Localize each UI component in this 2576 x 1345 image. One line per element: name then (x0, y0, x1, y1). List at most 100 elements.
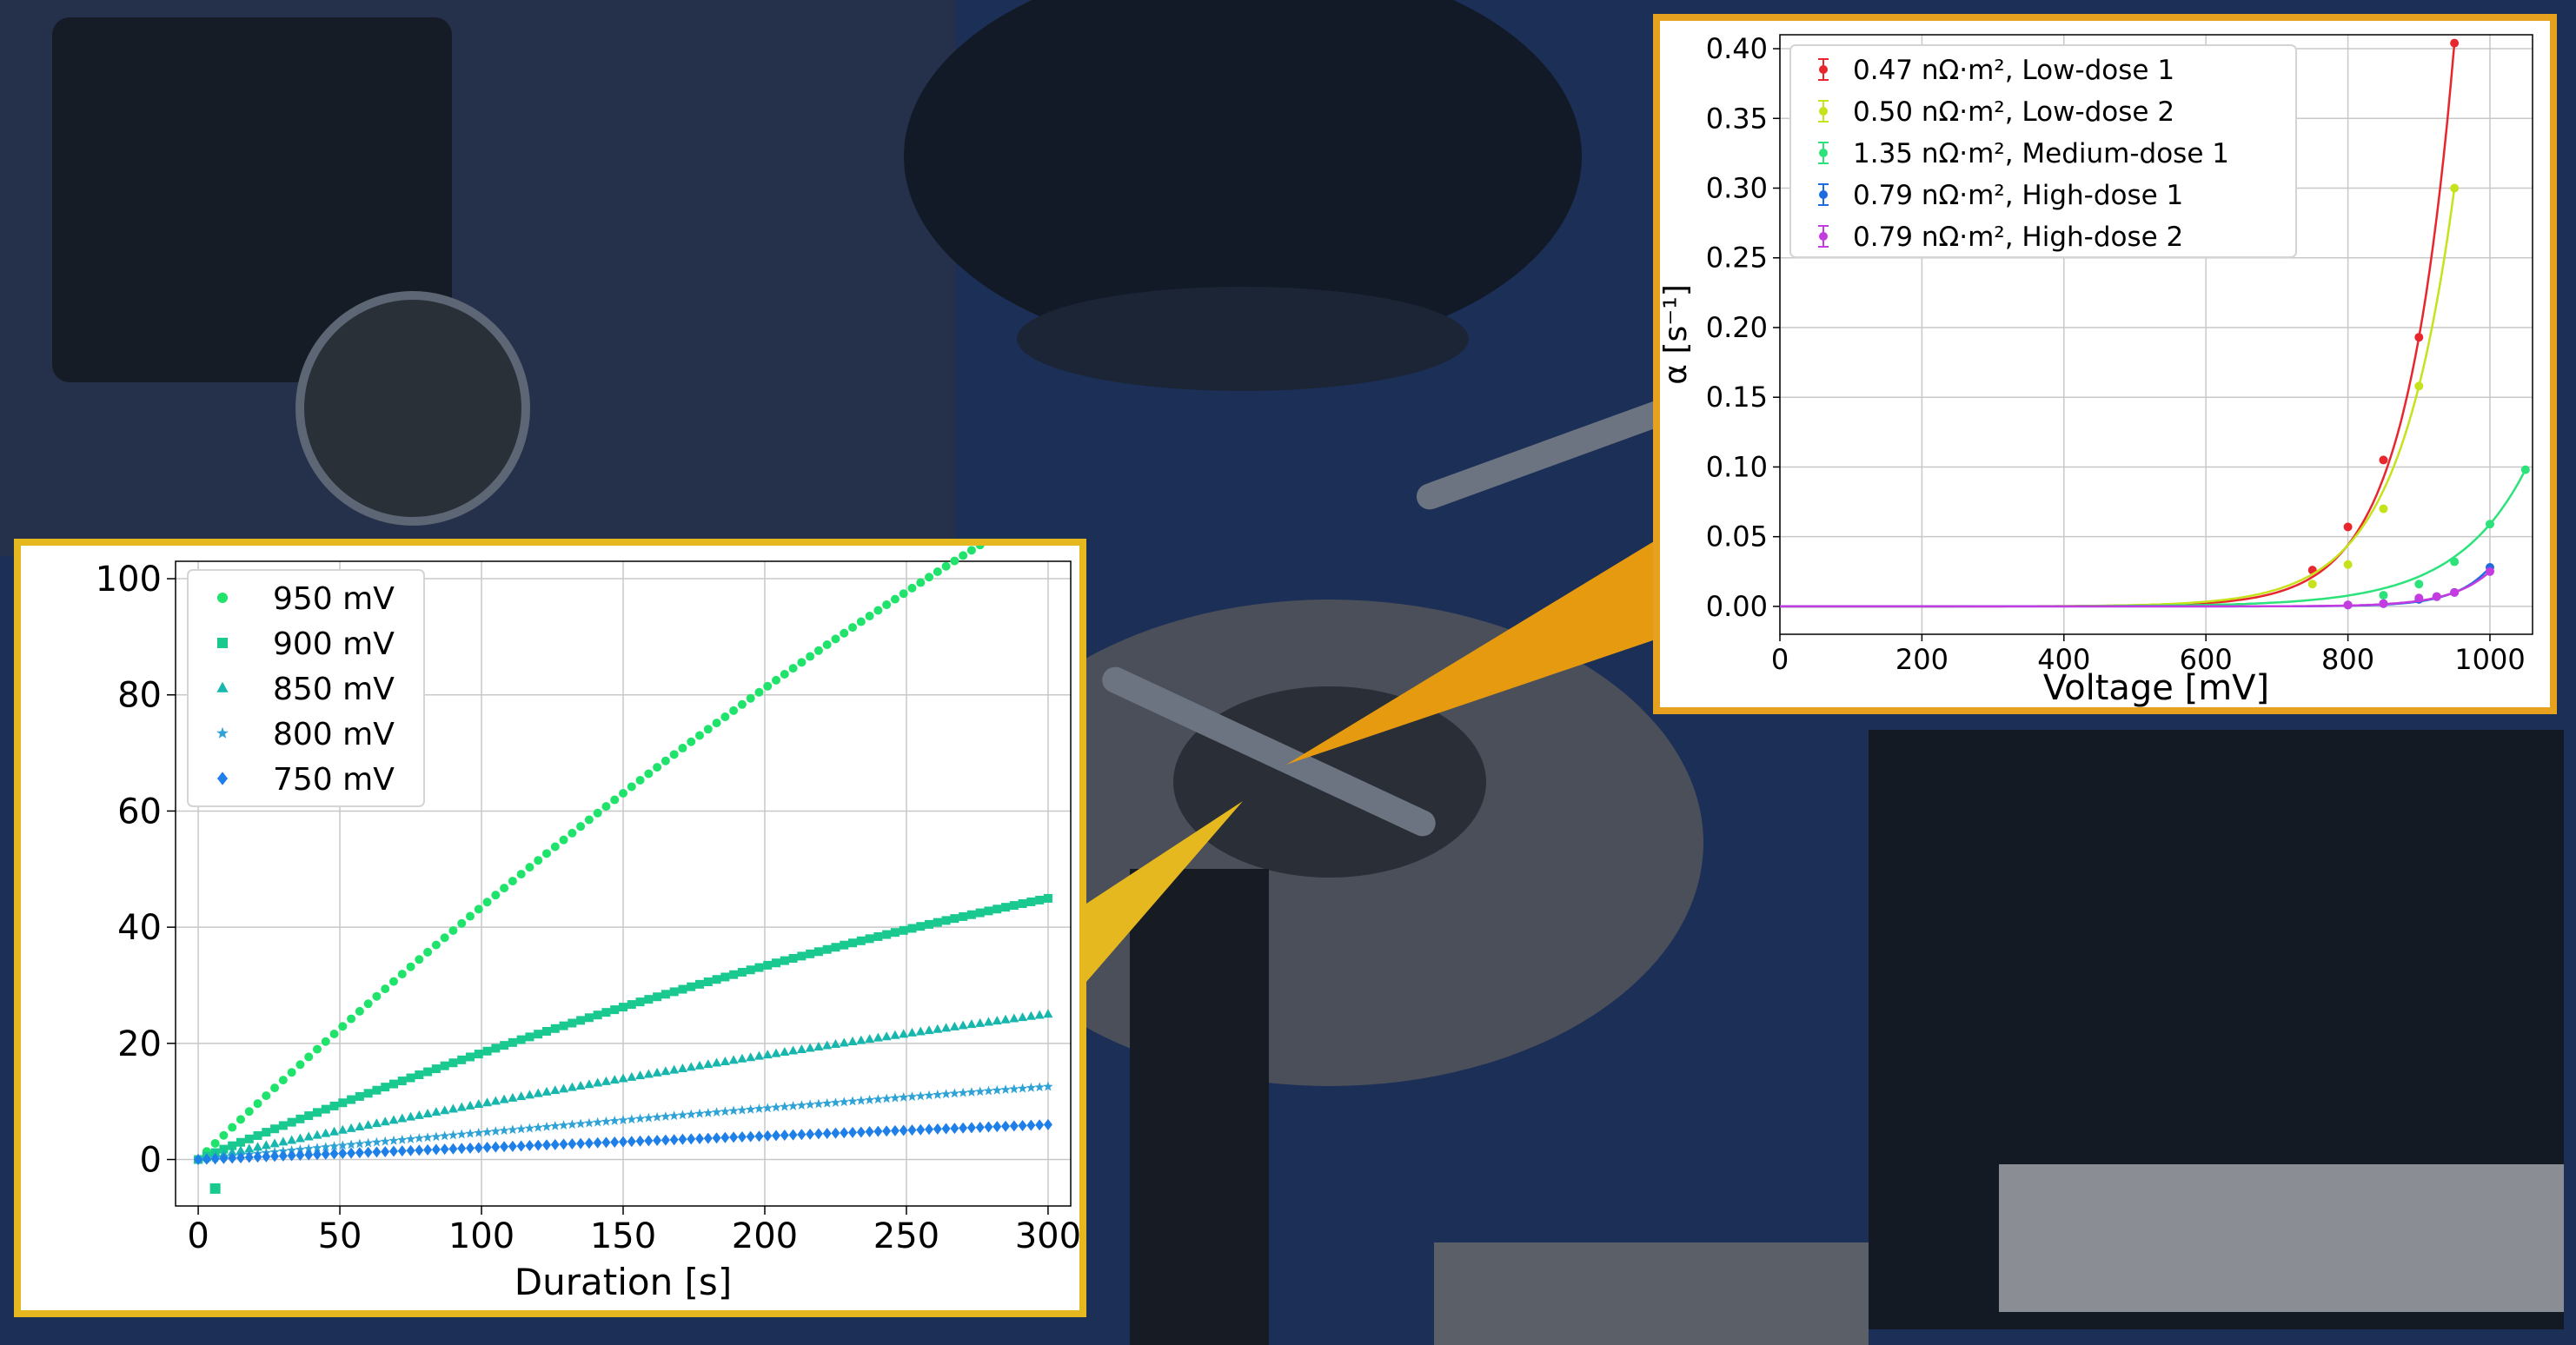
data-point (661, 1111, 671, 1121)
data-point (312, 1044, 322, 1054)
data-point (635, 997, 645, 1007)
data-point (347, 1014, 356, 1024)
data-point (321, 1037, 330, 1046)
data-point (347, 1147, 356, 1159)
data-point (754, 1130, 764, 1143)
data-point (474, 1099, 484, 1109)
data-point (2343, 600, 2353, 610)
data-point (856, 1035, 866, 1044)
data-point (763, 681, 773, 691)
data-point (958, 1020, 968, 1030)
data-point (422, 1132, 433, 1143)
data-point (762, 1050, 773, 1059)
data-point (584, 1079, 594, 1089)
data-point (576, 1016, 586, 1025)
data-point (831, 634, 840, 644)
data-point (329, 1148, 339, 1160)
data-point (959, 551, 968, 560)
data-point (388, 1115, 399, 1124)
data-point (1026, 1119, 1036, 1131)
data-point (975, 908, 985, 918)
data-point (219, 1130, 229, 1140)
alpha-series-3 (1780, 465, 2530, 608)
data-point (865, 612, 874, 621)
data-point (627, 782, 636, 792)
data-point (941, 561, 951, 571)
data-point (304, 1111, 314, 1121)
y-tick-label: 0.10 (1706, 450, 1768, 483)
data-point (406, 962, 415, 971)
data-point (355, 1091, 364, 1101)
legend-label: 850 mV (273, 672, 395, 707)
data-point (287, 1150, 296, 1162)
data-point (966, 546, 976, 555)
data-point (728, 1105, 739, 1116)
data-point (440, 933, 449, 943)
data-point (388, 1145, 398, 1157)
data-point (822, 640, 832, 650)
data-point (771, 1048, 781, 1057)
data-point (848, 1126, 858, 1138)
data-point (652, 1067, 662, 1077)
data-point (1000, 1014, 1011, 1024)
data-point (474, 904, 483, 914)
legend-marker (1819, 190, 1828, 199)
legend-marker (1819, 149, 1828, 157)
data-point (796, 1044, 807, 1054)
data-point (194, 1154, 203, 1166)
data-point (303, 1131, 314, 1141)
data-point (831, 1127, 840, 1139)
data-point (2307, 580, 2317, 589)
fit-curve (1780, 570, 2491, 608)
data-point (983, 1017, 993, 1026)
data-point (856, 936, 866, 945)
data-point (882, 600, 892, 610)
data-point (321, 1148, 330, 1160)
data-point (729, 970, 739, 979)
data-point (933, 1024, 943, 1033)
data-point (397, 1134, 408, 1144)
data-point (262, 1150, 271, 1163)
data-point (329, 1101, 339, 1110)
data-point (1001, 903, 1011, 912)
data-point (1000, 1084, 1011, 1095)
right-callout-wedge (1286, 539, 1658, 765)
data-point (993, 1121, 1002, 1133)
y-tick-label: 20 (117, 1024, 162, 1064)
data-point (575, 1118, 586, 1129)
data-point (678, 984, 687, 994)
data-point (847, 1037, 858, 1046)
data-point (890, 1092, 900, 1103)
data-point (983, 1085, 994, 1096)
data-point (415, 1070, 424, 1080)
data-point (601, 1076, 611, 1085)
data-point (737, 1053, 747, 1063)
data-point (601, 1008, 611, 1017)
data-point (941, 1123, 951, 1135)
data-point (406, 1073, 415, 1083)
data-point (262, 1091, 271, 1101)
data-point (380, 1116, 390, 1126)
data-point (780, 669, 789, 679)
y-tick-label: 0.35 (1706, 102, 1768, 135)
data-point (592, 1116, 603, 1127)
data-point (363, 1120, 374, 1130)
data-point (694, 1060, 705, 1070)
data-point (780, 1047, 790, 1057)
data-point (414, 1133, 425, 1143)
data-point (865, 1034, 875, 1044)
data-point (601, 1136, 611, 1149)
data-point (516, 1140, 526, 1152)
data-point (321, 1128, 331, 1137)
data-point (1009, 901, 1019, 911)
data-point (1018, 899, 1027, 909)
data-point (303, 1143, 314, 1153)
data-point (797, 951, 807, 961)
data-point (465, 1142, 475, 1154)
data-point (329, 1126, 340, 1136)
data-point (515, 1123, 527, 1134)
data-point (490, 1126, 501, 1136)
data-point (746, 965, 755, 975)
data-point (1009, 1120, 1019, 1132)
data-point (321, 1142, 331, 1152)
